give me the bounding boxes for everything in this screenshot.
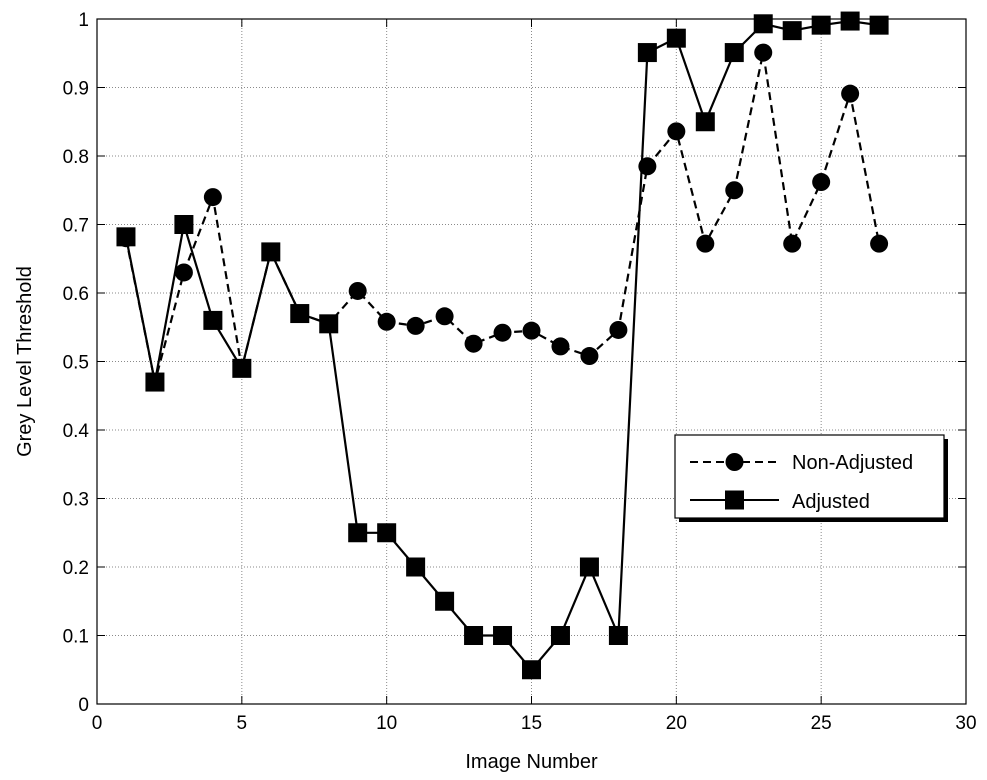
data-point-non-adjusted (406, 316, 425, 335)
data-point-adjusted (637, 43, 657, 63)
data-point-adjusted (840, 11, 860, 31)
data-point-adjusted (203, 310, 223, 330)
y-tick-label: 0.2 (63, 558, 89, 579)
data-point-non-adjusted (464, 334, 483, 353)
data-point-adjusted (522, 660, 541, 680)
data-point-adjusted (464, 626, 484, 645)
data-point-non-adjusted (783, 234, 802, 253)
legend: Non-Adjusted Adjusted (674, 434, 948, 522)
data-point-adjusted (319, 314, 339, 334)
x-tick-label: 0 (92, 713, 103, 734)
data-point-non-adjusted (203, 188, 222, 207)
data-point-non-adjusted (377, 312, 396, 331)
data-point-adjusted (145, 372, 165, 392)
data-point-adjusted (608, 626, 628, 645)
data-point-adjusted (666, 28, 686, 48)
y-tick-label: 0.4 (63, 421, 90, 442)
data-point-non-adjusted (522, 321, 541, 340)
legend-box (674, 434, 945, 519)
y-tick-label: 0.6 (63, 284, 89, 305)
data-point-non-adjusted (754, 43, 773, 62)
legend-marker-circle (725, 453, 744, 471)
data-point-non-adjusted (667, 122, 686, 141)
data-point-adjusted (406, 557, 426, 577)
y-tick-label: 0.5 (63, 353, 89, 374)
data-point-non-adjusted (696, 234, 715, 253)
x-tick-label: 20 (666, 713, 687, 734)
data-point-non-adjusted (348, 281, 367, 300)
data-point-adjusted (261, 242, 281, 262)
y-tick-label: 0.7 (63, 216, 89, 237)
data-point-adjusted (174, 215, 194, 234)
y-tick-label: 0.8 (63, 147, 89, 168)
data-point-adjusted (435, 591, 455, 611)
data-point-non-adjusted (174, 263, 193, 282)
x-tick-label: 5 (237, 713, 248, 734)
data-point-adjusted (232, 358, 252, 378)
data-point-non-adjusted (870, 234, 889, 253)
data-point-non-adjusted (580, 347, 599, 366)
data-point-adjusted (753, 14, 773, 34)
ticks: 0 5 10 15 20 25 30 0 0.1 0.2 0.3 0.4 0.5 0.6 0.7 0.8 0.9… (63, 10, 977, 734)
legend-label-adjusted: Adjusted (792, 491, 870, 513)
x-tick-label: 10 (376, 713, 397, 734)
y-tick-label: 0 (78, 695, 89, 716)
data-point-adjusted (869, 15, 889, 35)
data-point-adjusted (782, 21, 802, 41)
data-point-adjusted (724, 43, 744, 63)
x-tick-label: 25 (811, 713, 832, 734)
data-point-non-adjusted (812, 173, 831, 192)
x-tick-label: 30 (955, 713, 976, 734)
data-point-non-adjusted (841, 84, 860, 103)
data-point-adjusted (348, 523, 368, 543)
legend-label-non-adjusted: Non-Adjusted (792, 452, 913, 474)
data-point-non-adjusted (725, 181, 744, 200)
x-axis-title: Image Number (465, 751, 598, 773)
data-point-adjusted (550, 626, 570, 645)
data-point-non-adjusted (435, 307, 454, 326)
data-point-adjusted (493, 626, 513, 645)
y-axis-title: Grey Level Threshold (14, 266, 36, 457)
data-point-non-adjusted (493, 323, 512, 342)
data-point-non-adjusted (551, 337, 570, 356)
data-point-adjusted (290, 304, 310, 324)
data-point-adjusted (579, 557, 599, 577)
legend-marker-square (725, 490, 744, 510)
data-point-adjusted (116, 227, 136, 247)
y-tick-label: 0.9 (63, 79, 89, 100)
y-tick-label: 0.3 (63, 490, 89, 511)
y-tick-label: 1 (78, 10, 89, 31)
x-tick-label: 15 (521, 713, 542, 734)
grid (97, 19, 966, 704)
y-tick-label: 0.1 (63, 627, 89, 648)
data-point-adjusted (377, 523, 397, 543)
data-point-non-adjusted (609, 320, 628, 339)
data-point-adjusted (695, 112, 715, 132)
